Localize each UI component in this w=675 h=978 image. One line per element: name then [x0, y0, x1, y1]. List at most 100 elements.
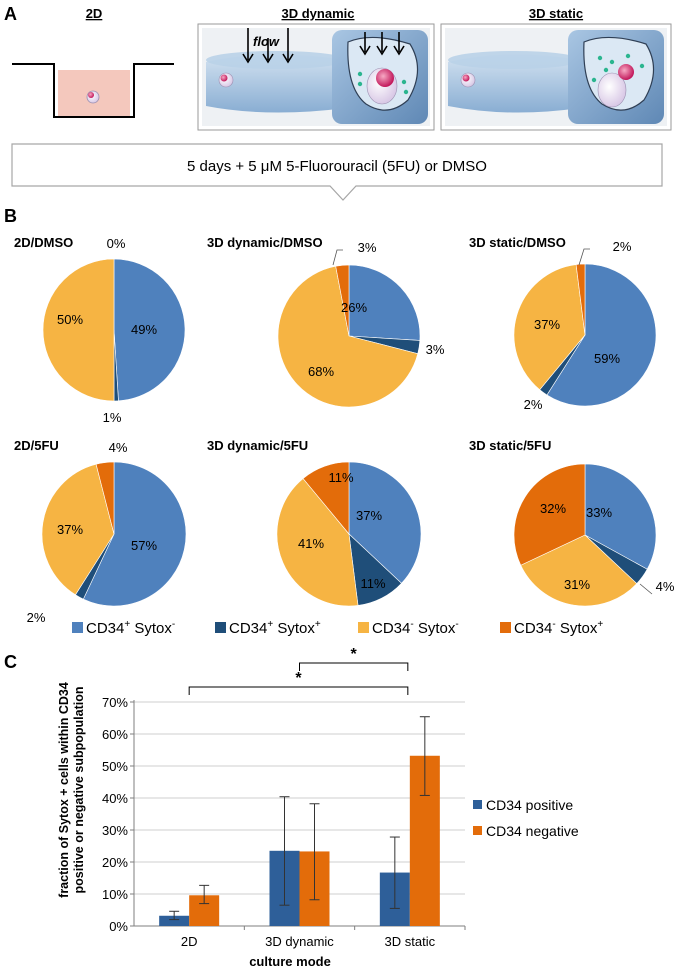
dynamic-molecules — [357, 71, 409, 95]
pie-label-cd34neg-sytoxneg: 50% — [57, 312, 83, 327]
y-tick-label: 70% — [102, 695, 128, 710]
significance-star: * — [295, 670, 302, 687]
twod-illustration: 2D — [12, 6, 174, 118]
legend-item-cd34pos-sytoxpos: CD34+ Sytox+ — [215, 619, 321, 637]
legend-swatch — [500, 622, 511, 633]
pie-title: 3D dynamic/5FU — [207, 438, 308, 453]
y-tick-label: 40% — [102, 791, 128, 806]
pie-label-cd34pos-sytoxneg: 57% — [131, 538, 157, 553]
pie-slice-cd34pos-sytoxneg — [546, 263, 657, 407]
pie-slice-cd34neg-sytoxpos — [302, 461, 350, 535]
leader-line — [332, 249, 343, 266]
pie-label-cd34pos-sytoxpos: 4% — [656, 579, 675, 594]
static-cell-small-nucleus — [462, 74, 470, 82]
pie-label-cd34neg-sytoxneg: 31% — [564, 577, 590, 592]
y-axis-label-line1: fraction of Sytox + cells within CD34 — [57, 682, 71, 898]
static-illustration: 3D static — [440, 6, 672, 131]
panel-label-a: A — [4, 4, 17, 24]
pie-slice-cd34pos-sytoxneg — [113, 258, 186, 402]
legend-b: CD34+ Sytox- CD34+ Sytox+ CD34- Sytox- C… — [72, 619, 603, 637]
pie-label-cd34pos-sytoxpos: 11% — [360, 576, 385, 591]
y-tick-label: 0% — [109, 919, 128, 934]
significance-bracket — [188, 686, 409, 695]
y-tick-label: 50% — [102, 759, 128, 774]
static-scaffold-top — [448, 51, 580, 69]
panel-label-b: B — [4, 206, 17, 226]
pie-title: 2D/5FU — [14, 438, 59, 453]
treatment-box: 5 days + 5 μM 5-Fluorouracil (5FU) or DM… — [11, 143, 663, 201]
pie-chart-3: 3D static/DMSO 59% 2% 37% 2% — [469, 235, 657, 412]
bar-chart: 0% 10% 20% 30% 40% 50% 60% 70% 2D 3D dynamic 3D st… — [102, 646, 579, 949]
pie-label-cd34pos-sytoxpos: 1% — [103, 410, 122, 425]
legend-item-cd34pos-sytoxneg: CD34+ Sytox- — [72, 619, 175, 637]
treatment-arrow-outline — [11, 143, 663, 201]
pie-title: 3D dynamic/DMSO — [207, 235, 323, 250]
x-axis-label: culture mode — [249, 954, 331, 969]
pie-slice-cd34pos-sytoxneg — [82, 461, 187, 607]
pie-title: 3D static/DMSO — [469, 235, 566, 250]
pie-chart-5: 3D dynamic/5FU 37% 11% 41% 11% — [207, 438, 422, 607]
pie-label-cd34neg-sytoxpos: 3% — [358, 240, 377, 255]
pie-slice-cd34neg-sytoxneg — [513, 264, 586, 391]
pie-slice-cd34pos-sytoxneg — [348, 264, 421, 341]
pie-chart-6: 3D static/5FU 33% 4% 31% 32% — [469, 438, 675, 607]
pie-slice-cd34neg-sytoxneg — [277, 265, 419, 408]
pie-label-cd34pos-sytoxpos: 2% — [524, 397, 543, 412]
pie-label-cd34pos-sytoxneg: 59% — [594, 351, 620, 366]
bar-legend-swatch — [473, 826, 482, 835]
x-tick-label: 3D static — [385, 934, 436, 949]
legend-label: CD34- Sytox- — [372, 619, 459, 637]
leader-line — [578, 248, 590, 266]
bar-legend-swatch — [473, 800, 482, 809]
pie-chart-1: 2D/DMSO 49% 1% 50% 0% — [14, 235, 186, 425]
y-tick-label: 20% — [102, 855, 128, 870]
dynamic-cell-small-nucleus — [220, 74, 228, 82]
pie-label-cd34neg-sytoxneg: 68% — [308, 364, 334, 379]
twod-well-outline — [12, 63, 174, 118]
twod-title: 2D — [86, 6, 103, 21]
static-title: 3D static — [529, 6, 583, 21]
pie-label-cd34neg-sytoxpos: 11% — [328, 470, 353, 485]
pie-label-cd34neg-sytoxneg: 41% — [298, 536, 324, 551]
y-tick-label: 60% — [102, 727, 128, 742]
legend-swatch — [215, 622, 226, 633]
legend-swatch — [72, 622, 83, 633]
pie-label-cd34pos-sytoxneg: 33% — [586, 505, 612, 520]
pie-label-cd34neg-sytoxpos: 2% — [613, 239, 632, 254]
pie-slice-cd34pos-sytoxneg — [584, 463, 657, 570]
leader-line — [639, 583, 653, 595]
pie-label-cd34neg-sytoxpos: 4% — [109, 440, 128, 455]
legend-label: CD34+ Sytox+ — [229, 619, 321, 637]
bar-legend-label: CD34 positive — [486, 797, 573, 813]
legend-item-cd34neg-sytoxpos: CD34- Sytox+ — [500, 619, 603, 637]
static-cell-large — [597, 72, 627, 108]
static-cell-large-nucleus — [618, 64, 634, 80]
pie-chart-2: 3D dynamic/DMSO 26% 3% 68% 3% — [207, 235, 445, 408]
legend-label: CD34- Sytox+ — [514, 619, 603, 637]
x-tick-label: 2D — [181, 934, 198, 949]
dynamic-title: 3D dynamic — [282, 6, 355, 21]
y-tick-label: 10% — [102, 887, 128, 902]
legend-label: CD34+ Sytox- — [86, 619, 175, 637]
pie-label-cd34neg-sytoxpos: 0% — [107, 236, 126, 251]
dynamic-illustration: 3D dynamic flow — [197, 6, 435, 131]
pie-label-cd34neg-sytoxneg: 37% — [57, 522, 83, 537]
x-tick-label: 3D dynamic — [265, 934, 334, 949]
pie-label-cd34pos-sytoxneg: 26% — [341, 300, 367, 315]
pie-label-cd34pos-sytoxneg: 49% — [131, 322, 157, 337]
pie-title: 2D/DMSO — [14, 235, 73, 250]
treatment-text: 5 days + 5 μM 5-Fluorouracil (5FU) or DM… — [187, 158, 487, 175]
significance-bracket — [299, 662, 409, 671]
pie-slice-cd34neg-sytoxneg — [276, 478, 359, 607]
y-tick-label: 30% — [102, 823, 128, 838]
pie-charts: 2D/DMSO 49% 1% 50% 0% 3D dynamic/DMSO 26% 3% 68%… — [14, 235, 675, 625]
dynamic-scaffold-top — [206, 51, 346, 69]
y-axis-label-line2: positive or negative subpopulation — [72, 687, 86, 894]
pie-slice-cd34neg-sytoxpos — [575, 263, 586, 336]
pie-label-cd34pos-sytoxpos: 2% — [27, 610, 46, 625]
twod-cell-nucleus — [88, 92, 94, 98]
dynamic-flow-arrows — [242, 28, 405, 64]
pie-label-cd34neg-sytoxneg: 37% — [534, 317, 560, 332]
